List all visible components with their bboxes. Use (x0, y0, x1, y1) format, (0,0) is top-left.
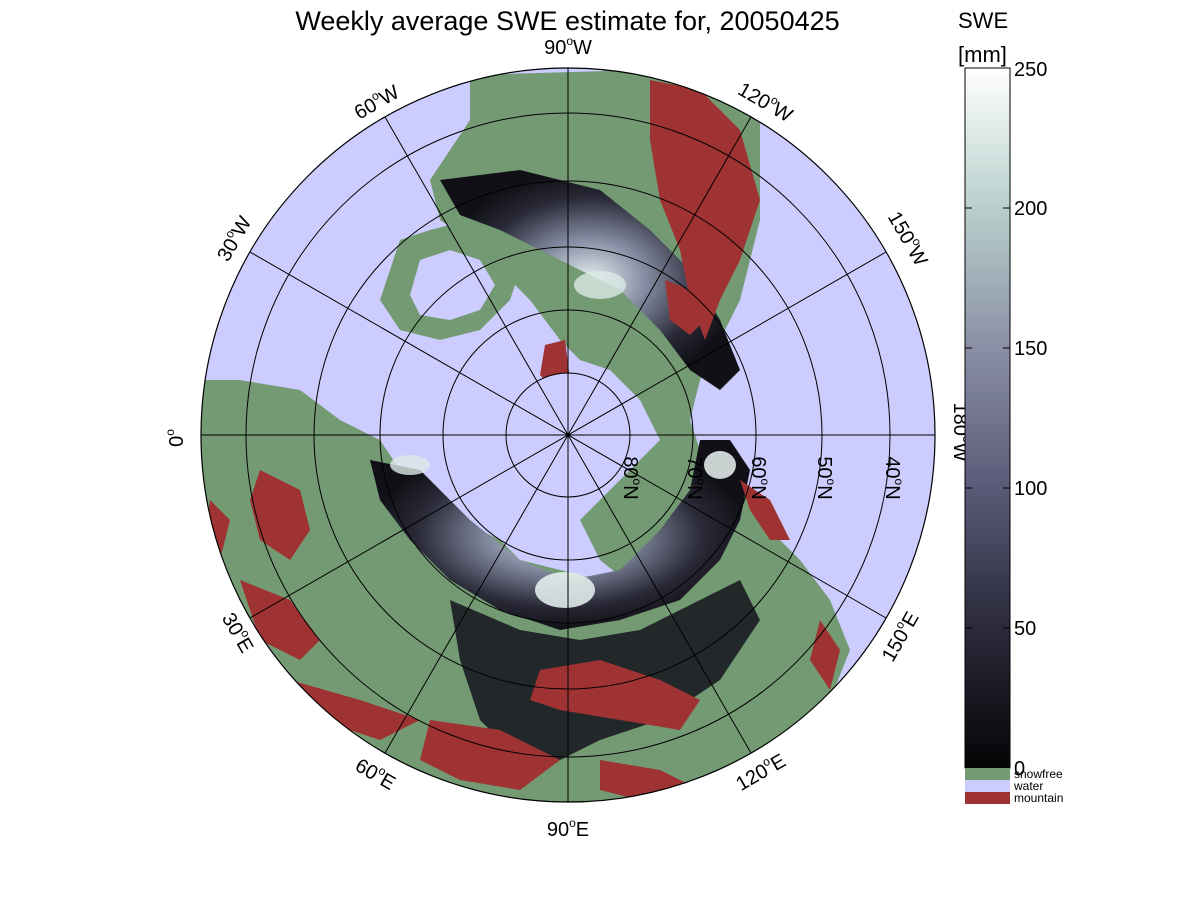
snow-cover-north-america (440, 170, 740, 390)
meridians (201, 68, 935, 802)
lat-label-50n: 50oN (813, 456, 838, 499)
lat-label-60n: 60oN (747, 456, 772, 499)
snow-hotspot-canada (574, 271, 626, 299)
snow-hotspot-east (704, 451, 736, 479)
lat-label-40n: 40oN (881, 456, 906, 499)
lon-label-90e: 90oE (547, 816, 589, 841)
colorbar-title: SWE [mm] (958, 4, 1008, 72)
lat-label-70n: 70oN (683, 456, 708, 499)
snow-hotspot-scandinavia (390, 455, 430, 475)
chart-title: Weekly average SWE estimate for, 2005042… (295, 6, 840, 36)
lon-label-180w: 180oW (949, 403, 974, 462)
colorbar-title-swe: SWE (958, 8, 1009, 33)
lon-label-0: 0o (163, 429, 188, 447)
lat-label-80n: 80oN (619, 456, 644, 499)
greenland-icecap (410, 250, 495, 320)
snow-cover-eurasia (370, 440, 750, 630)
snow-hotspot-siberia (535, 572, 595, 608)
lon-label-90w: 90oW (544, 34, 592, 59)
map-border (200, 67, 936, 803)
lon-label-60e: 60oE (351, 752, 400, 795)
map-disk (201, 68, 935, 802)
colorbar-title-unit: [mm] (958, 42, 1007, 67)
